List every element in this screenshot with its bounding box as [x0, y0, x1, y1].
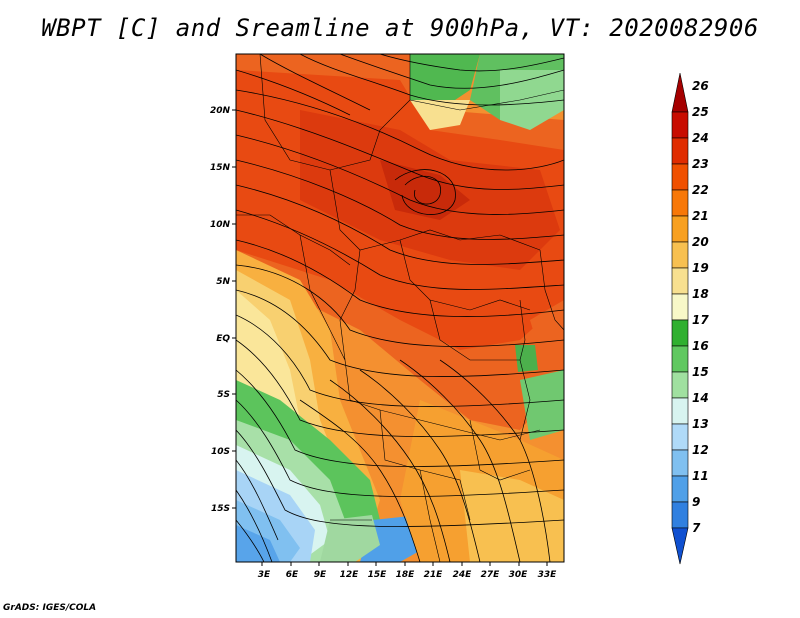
colorbar-swatch — [671, 371, 689, 399]
colorbar-swatch — [671, 319, 689, 347]
colorbar-swatch — [671, 345, 689, 373]
colorbar-top-arrow — [671, 72, 689, 113]
colorbar-label: 7 — [692, 521, 701, 535]
colorbar-swatch — [671, 475, 689, 503]
colorbar-label: 11 — [692, 469, 709, 483]
lon-label: 30E — [509, 570, 529, 580]
colorbar-swatch — [671, 111, 689, 139]
colorbar-label: 25 — [692, 105, 709, 119]
colorbar-label: 9 — [692, 495, 700, 509]
colorbar-swatch — [671, 501, 689, 529]
colorbar-swatch — [671, 449, 689, 477]
colorbar-label: 17 — [692, 313, 709, 327]
colorbar-label: 18 — [692, 287, 709, 301]
colorbar-swatch — [671, 397, 689, 425]
colorbar-swatch — [671, 293, 689, 321]
colorbar-label: 20 — [692, 235, 709, 249]
lat-label: 15S — [211, 504, 230, 514]
colorbar-label: 14 — [692, 391, 709, 405]
colorbar-label: 16 — [692, 339, 709, 353]
colorbar-label: 21 — [692, 209, 709, 223]
colorbar-label: 15 — [692, 365, 709, 379]
colorbar-bottom-arrow — [671, 527, 689, 565]
colorbar-label: 12 — [692, 443, 709, 457]
lat-label: 15N — [210, 163, 231, 173]
grads-credit: GrADS: IGES/COLA — [3, 603, 97, 613]
country-borders — [236, 54, 564, 562]
lon-label: 15E — [368, 570, 388, 580]
lon-label: 12E — [340, 570, 360, 580]
colorbar-swatch — [671, 423, 689, 451]
lon-label: 24E — [453, 570, 473, 580]
lon-label: 33E — [538, 570, 558, 580]
colorbar-swatch — [671, 241, 689, 269]
colorbar-label: 24 — [692, 131, 709, 145]
colorbar-label: 23 — [692, 157, 709, 171]
streamlines — [236, 54, 564, 562]
colorbar-label: 19 — [692, 261, 709, 275]
lat-label: 20N — [210, 106, 231, 116]
lon-label: 18E — [396, 570, 416, 580]
lat-axis: 20N 15N 10N 5N EQ 5S 10S 15S — [210, 106, 236, 514]
lon-label: 21E — [424, 570, 444, 580]
colorbar-label: 26 — [692, 79, 709, 93]
lat-label: EQ — [216, 334, 230, 344]
colorbar-swatch — [671, 137, 689, 165]
colorbar: 26 25 24 23 22 21 20 19 18 17 16 15 14 13 12 11 9 7 — [671, 72, 709, 565]
colorbar-swatch — [671, 215, 689, 243]
colorbar-label: 13 — [692, 417, 709, 431]
lat-label: 5S — [217, 390, 230, 400]
lon-label: 27E — [481, 570, 501, 580]
lon-label: 6E — [286, 570, 299, 580]
map-frame — [235, 53, 565, 563]
lat-label: 10N — [210, 220, 231, 230]
wbpt-field — [236, 54, 564, 562]
colorbar-label: 22 — [692, 183, 709, 197]
lon-label: 3E — [258, 570, 271, 580]
map-title: WBPT [C] and Sreamline at 900hPa, VT: 20… — [41, 14, 759, 42]
lat-label: 10S — [211, 447, 230, 457]
colorbar-swatch — [671, 267, 689, 295]
lon-label: 9E — [314, 570, 327, 580]
lat-label: 5N — [216, 277, 230, 287]
colorbar-swatch — [671, 163, 689, 191]
colorbar-swatch — [671, 189, 689, 217]
lon-axis: 3E 6E 9E 12E 15E 18E 21E 24E 27E 30E 33E — [258, 562, 557, 580]
